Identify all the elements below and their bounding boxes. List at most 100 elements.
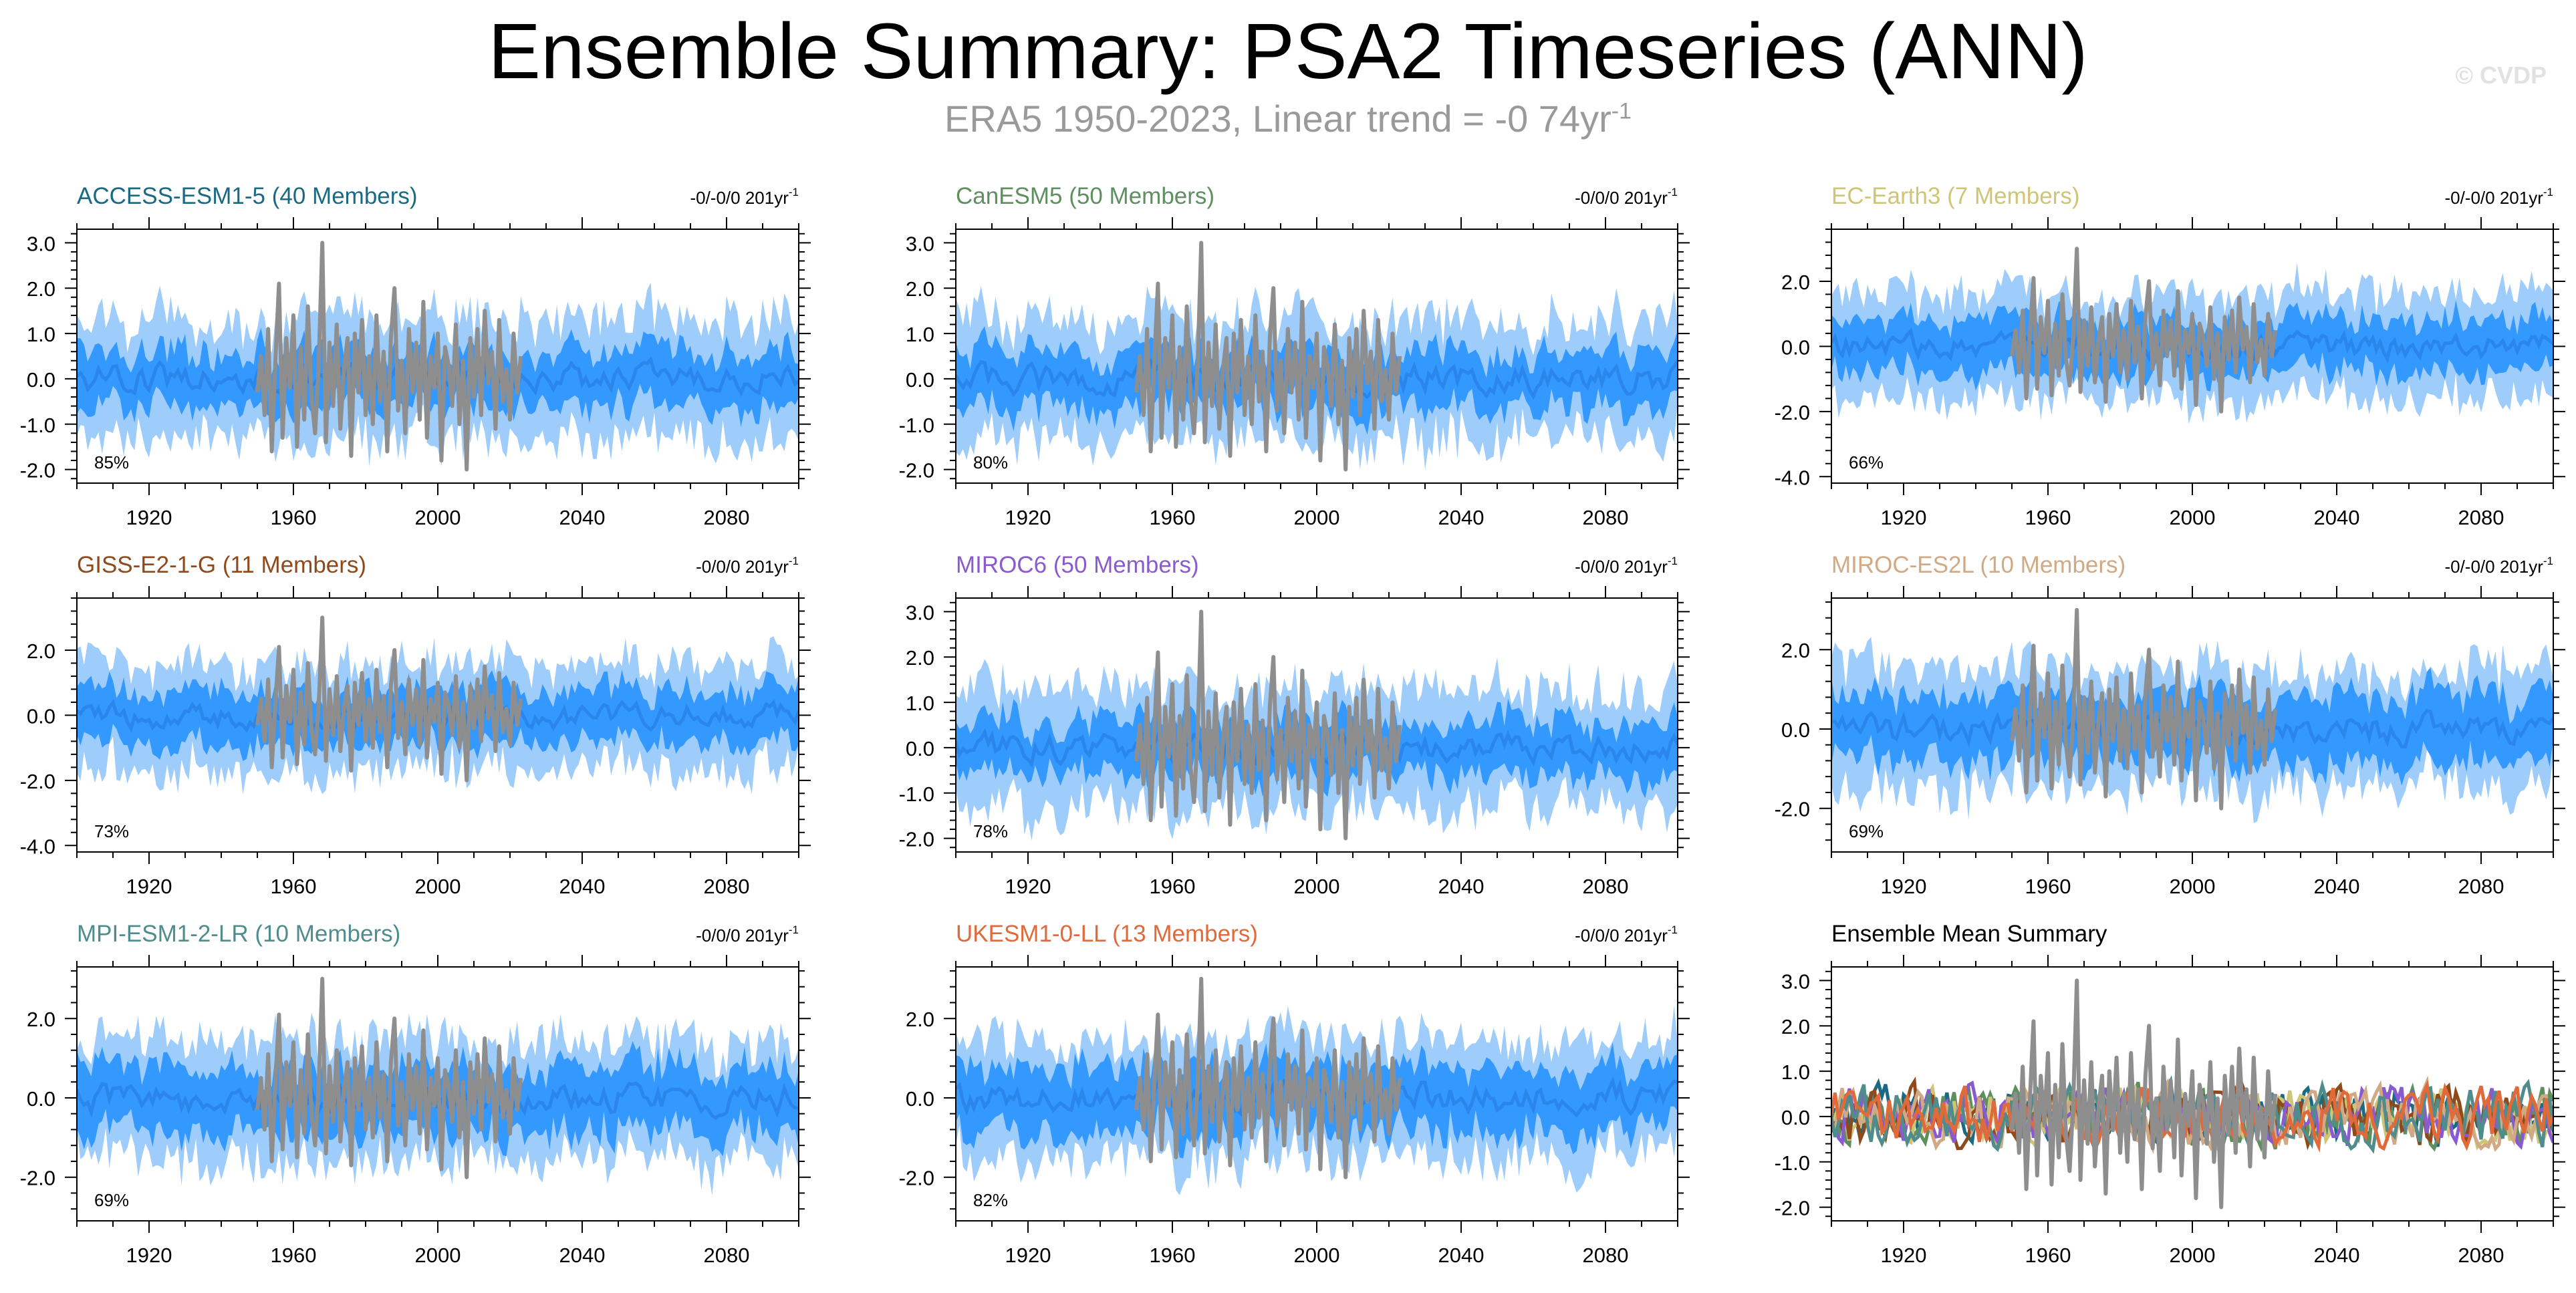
x-tick-label: 2040	[559, 1244, 606, 1267]
y-tick-label: 0.0	[27, 368, 55, 392]
plot-area	[77, 615, 799, 795]
trend-label: -0/0/0 201yr-1	[1575, 555, 1678, 577]
trend-label-text: -0/0/0 201yr	[696, 557, 789, 577]
trend-label-text: -0/-0/0 201yr	[2444, 188, 2543, 208]
y-tick-label: 3.0	[1781, 970, 1810, 993]
panel-title: MPI-ESM1-2-LR (10 Members)	[77, 921, 400, 947]
x-tick-label: 1960	[1150, 1244, 1196, 1267]
observed-series-line	[1134, 609, 1402, 841]
x-tick-label: 2080	[1583, 875, 1629, 898]
plot-area	[77, 976, 799, 1195]
trend-label: -0/0/0 201yr-1	[1575, 923, 1678, 946]
percent-label: 82%	[973, 1190, 1008, 1210]
panel-title: Ensemble Mean Summary	[1831, 921, 2107, 947]
y-tick-label: 2.0	[1781, 271, 1810, 294]
y-tick-label: 1.0	[1781, 1060, 1810, 1084]
x-tick-label: 2040	[2314, 506, 2360, 529]
subtitle-text: ERA5 1950-2023, Linear trend = -0 74yr	[944, 98, 1612, 140]
panel-title: EC-Earth3 (7 Members)	[1831, 183, 2079, 209]
x-tick-label: 1960	[271, 1244, 317, 1267]
x-tick-label: 2080	[704, 1244, 750, 1267]
plot-area	[1831, 978, 2553, 1209]
x-tick-label: 2080	[704, 875, 750, 898]
trend-label-text: -0/0/0 201yr	[1575, 557, 1668, 577]
observed-series-line	[255, 976, 523, 1179]
trend-label-text: -0/0/0 201yr	[696, 925, 789, 946]
chart-panel-8: -2.0 0.0 2.0 1920 1960 2000 2040 2080 UKESM1-0-L…	[899, 921, 1690, 1267]
y-tick-label: 0.0	[1781, 335, 1810, 359]
plot-area	[956, 976, 1678, 1195]
trend-label-exponent: -1	[2543, 555, 2553, 567]
x-tick-label: 2000	[2170, 506, 2216, 529]
x-tick-label: 1920	[1005, 875, 1051, 898]
chart-panel-1: -2.0 -1.0 0.0 1.0 2.0 3.0 1920 1960 2000 2040 2080…	[20, 183, 811, 529]
x-tick-label: 2000	[415, 506, 461, 529]
panel-title: UKESM1-0-LL (13 Members)	[956, 921, 1258, 947]
plot-area	[956, 609, 1678, 841]
y-tick-label: 1.0	[27, 323, 55, 346]
y-tick-label: 0.0	[906, 1087, 934, 1111]
y-tick-label: 2.0	[1781, 639, 1810, 662]
y-tick-label: -1.0	[899, 782, 934, 806]
subtitle-unit-exponent: -1	[1611, 98, 1632, 124]
chart-panel-2: -2.0 -1.0 0.0 1.0 2.0 3.0 1920 1960 2000 2040 2080…	[899, 183, 1690, 529]
page-subtitle: ERA5 1950-2023, Linear trend = -0 74yr-1	[0, 97, 2576, 140]
y-tick-label: -1.0	[1775, 1151, 1810, 1175]
x-tick-label: 2040	[1438, 1244, 1485, 1267]
plot-area	[956, 241, 1678, 472]
trend-label-exponent: -1	[1668, 923, 1678, 936]
trend-label-text: -0/0/0 201yr	[1575, 188, 1668, 208]
trend-label: -0/-0/0 201yr-1	[2444, 555, 2553, 577]
y-tick-label: 2.0	[906, 646, 934, 670]
trend-label: -0/0/0 201yr-1	[696, 923, 799, 946]
x-tick-label: 2000	[2170, 875, 2216, 898]
chart-panel-6: -2.0 0.0 2.0 1920 1960 2000 2040 2080 MIROC-ES2L…	[1775, 552, 2565, 898]
x-tick-label: 1960	[2025, 506, 2071, 529]
x-tick-label: 2080	[2458, 506, 2504, 529]
y-tick-label: -4.0	[1775, 466, 1810, 489]
x-tick-label: 1920	[1881, 1244, 1927, 1267]
y-tick-label: -1.0	[899, 414, 934, 437]
y-tick-label: -2.0	[899, 459, 934, 482]
y-tick-label: -4.0	[20, 835, 55, 858]
x-tick-label: 1920	[1005, 506, 1051, 529]
trend-label-text: -0/-0/0 201yr	[2444, 557, 2543, 577]
trend-label-exponent: -1	[2543, 186, 2553, 198]
chart-panel-9: -2.0 -1.0 0.0 1.0 2.0 3.0 1920 1960 2000 2040 2080…	[1775, 921, 2565, 1267]
panel-title: CanESM5 (50 Members)	[956, 183, 1214, 209]
x-tick-label: 1920	[1881, 875, 1927, 898]
observed-series-line	[255, 241, 523, 472]
observed-series-line	[2010, 607, 2278, 811]
percent-label: 85%	[94, 452, 129, 472]
trend-label-exponent: -1	[1668, 555, 1678, 567]
observed-series-line	[1134, 976, 1402, 1179]
x-tick-label: 2040	[559, 506, 606, 529]
plot-area	[77, 241, 799, 472]
trend-label: -0/0/0 201yr-1	[1575, 186, 1678, 208]
y-tick-label: 0.0	[906, 368, 934, 392]
observed-series-line	[2010, 978, 2278, 1209]
x-tick-label: 2000	[1294, 1244, 1340, 1267]
plot-area	[1831, 607, 2553, 823]
panel-title: MIROC-ES2L (10 Members)	[1831, 552, 2126, 578]
observed-series-line	[255, 615, 523, 782]
x-tick-label: 1920	[1005, 1244, 1051, 1267]
percent-label: 66%	[1849, 452, 1884, 472]
x-tick-label: 1960	[271, 506, 317, 529]
x-tick-label: 1920	[126, 506, 172, 529]
observed-series-line	[2010, 247, 2278, 414]
chart-panel-4: -4.0 -2.0 0.0 2.0 1920 1960 2000 2040 2080 GISS-E…	[20, 552, 811, 898]
y-tick-label: -2.0	[1775, 1197, 1810, 1220]
trend-label-exponent: -1	[1668, 186, 1678, 198]
y-tick-label: 0.0	[27, 1087, 55, 1111]
panel-title: GISS-E2-1-G (11 Members)	[77, 552, 366, 578]
y-tick-label: 2.0	[906, 1008, 934, 1031]
trend-label-exponent: -1	[789, 555, 799, 567]
plot-area	[1831, 247, 2553, 424]
x-tick-label: 2080	[704, 506, 750, 529]
y-tick-label: 1.0	[906, 323, 934, 346]
x-tick-label: 1960	[2025, 875, 2071, 898]
chart-panel-5: -2.0 -1.0 0.0 1.0 2.0 3.0 1920 1960 2000 2040 2080…	[899, 552, 1690, 898]
percent-label: 69%	[1849, 821, 1884, 841]
